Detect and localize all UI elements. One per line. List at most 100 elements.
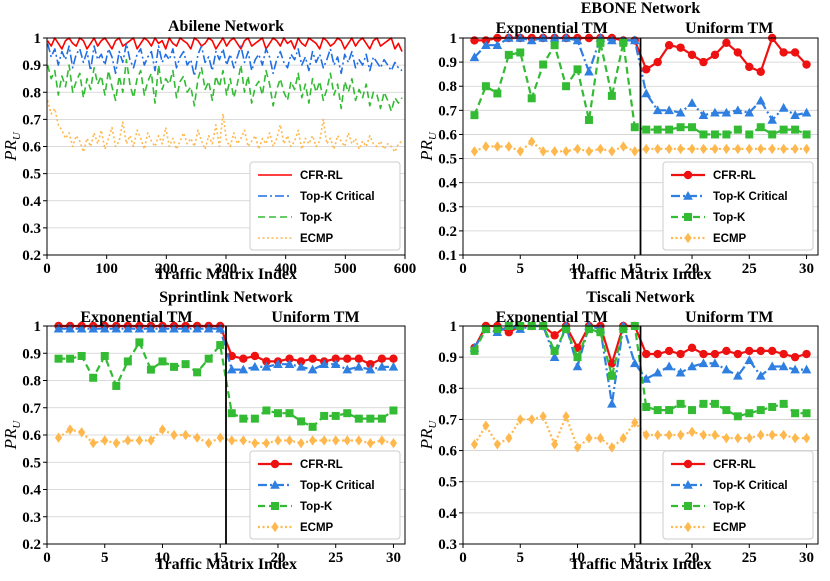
y-tick-label: 0.4 xyxy=(22,483,41,499)
data-point xyxy=(665,429,673,441)
y-tick-label: 0.7 xyxy=(22,401,41,417)
x-tick-label: 20 xyxy=(685,261,700,277)
data-point xyxy=(802,349,811,359)
region-label-exponential: Exponential TM xyxy=(496,20,608,37)
data-point xyxy=(779,48,788,57)
data-point xyxy=(516,146,524,157)
data-point xyxy=(721,107,732,117)
data-point xyxy=(262,437,271,449)
x-tick-label: 400 xyxy=(274,261,297,277)
data-point xyxy=(665,143,673,155)
data-point xyxy=(711,429,719,441)
y-tick-label: 0.8 xyxy=(438,79,457,95)
data-point xyxy=(596,432,605,444)
data-point xyxy=(261,361,272,371)
data-point xyxy=(699,399,708,408)
data-point xyxy=(319,359,329,368)
data-point xyxy=(169,323,179,333)
legend-swatch-marker xyxy=(683,170,693,180)
data-point xyxy=(734,432,742,444)
data-point xyxy=(641,373,652,383)
data-point xyxy=(688,143,696,155)
chart-panel-tiscali: 0.30.40.50.60.70.80.910 5 10 15 20 25 30Tiscal… xyxy=(417,289,819,573)
data-point xyxy=(538,33,548,42)
series-line xyxy=(46,42,403,77)
legend-swatch-marker xyxy=(684,502,692,510)
data-point xyxy=(675,107,686,117)
y-tick-label: 0.5 xyxy=(22,455,41,471)
y-tick-label: 1 xyxy=(450,31,458,47)
data-point xyxy=(238,364,249,374)
x-tick-label: 200 xyxy=(155,261,178,277)
data-point xyxy=(285,354,294,363)
x-tick-label: 25 xyxy=(328,550,343,566)
legend-item: ECMP xyxy=(671,521,747,534)
x-tick-label: 500 xyxy=(334,261,357,277)
y-axis-label: PRU xyxy=(1,131,23,162)
series-ecmp xyxy=(54,424,398,449)
data-point xyxy=(273,409,282,418)
data-point xyxy=(308,422,317,431)
data-point xyxy=(791,143,799,155)
data-point xyxy=(664,41,674,50)
legend-swatch-marker xyxy=(683,480,693,489)
data-point xyxy=(526,35,537,45)
legend-swatch-marker xyxy=(270,480,280,489)
data-point xyxy=(767,114,777,124)
x-tick-label: 600 xyxy=(394,261,417,277)
legend-label: ECMP xyxy=(713,233,747,245)
data-point xyxy=(365,364,376,374)
y-tick-label: 0.7 xyxy=(22,112,41,128)
data-point xyxy=(505,432,513,444)
data-point xyxy=(146,365,155,374)
data-point xyxy=(734,143,742,155)
data-point xyxy=(285,435,294,446)
data-point xyxy=(802,432,811,444)
data-point xyxy=(180,323,191,333)
data-point xyxy=(504,50,513,59)
data-point xyxy=(366,437,374,449)
legend-item: ECMP xyxy=(258,233,334,245)
data-point xyxy=(779,349,788,359)
data-point xyxy=(550,331,559,340)
chart-panel-ebone: 0.10.20.30.40.50.60.70.80.910 5 10 15 20 25 30… xyxy=(417,0,819,283)
data-point xyxy=(745,432,753,444)
data-point xyxy=(550,346,559,355)
legend-label: Top-K xyxy=(300,501,333,513)
legend-frame xyxy=(662,450,814,540)
data-point xyxy=(193,432,201,443)
data-point xyxy=(722,38,731,48)
data-point xyxy=(251,437,259,449)
legend-swatch-marker xyxy=(271,502,279,510)
data-point xyxy=(573,442,582,453)
data-point xyxy=(676,429,685,441)
chart-panel-abilene: 0.2 0.3 0.4 0.5 0.6 0.7 0.8 0.9 1 0 100 200 300 400 50… xyxy=(1,18,416,283)
data-point xyxy=(710,399,719,408)
legend-label: Top-K Critical xyxy=(713,191,788,203)
data-point xyxy=(756,123,765,132)
data-point xyxy=(607,91,616,100)
legend-swatch-marker xyxy=(271,521,279,533)
legend-item: ECMP xyxy=(258,521,334,534)
y-tick-label: 1 xyxy=(34,31,42,47)
data-point xyxy=(584,66,594,76)
data-point xyxy=(193,368,202,377)
data-point xyxy=(54,354,63,363)
series-cfr-rl xyxy=(46,37,403,52)
data-point xyxy=(147,435,155,446)
data-point xyxy=(504,33,514,42)
data-point xyxy=(528,136,536,147)
legend-swatch-marker xyxy=(684,521,692,533)
data-point xyxy=(699,143,708,155)
y-tick-label: 0.6 xyxy=(438,127,457,143)
data-point xyxy=(676,123,685,132)
data-point xyxy=(801,364,812,374)
data-point xyxy=(653,349,662,359)
data-point xyxy=(676,349,685,359)
legend-label: CFR-RL xyxy=(300,170,343,182)
plot-frame xyxy=(462,325,819,545)
series-line xyxy=(46,58,403,112)
data-point xyxy=(585,432,593,444)
data-point xyxy=(642,349,651,359)
